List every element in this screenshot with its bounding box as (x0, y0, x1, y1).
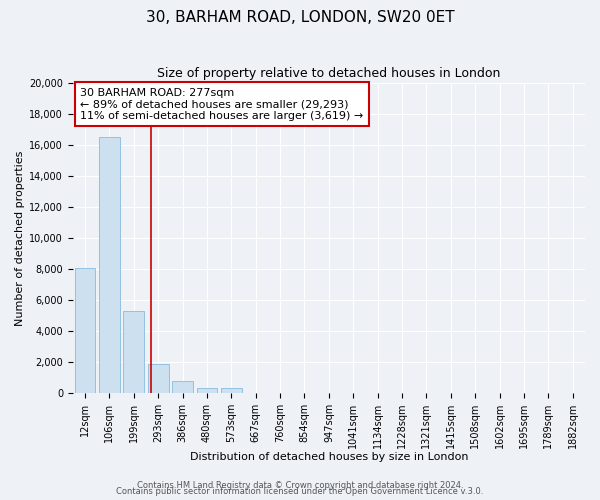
Bar (172, 381, 193, 393)
Text: Contains public sector information licensed under the Open Government Licence v.: Contains public sector information licen… (116, 488, 484, 496)
Bar (148, 364, 169, 393)
Bar (99, 138, 120, 393)
Y-axis label: Number of detached properties: Number of detached properties (15, 150, 25, 326)
Text: 30, BARHAM ROAD, LONDON, SW20 0ET: 30, BARHAM ROAD, LONDON, SW20 0ET (146, 10, 454, 25)
X-axis label: Distribution of detached houses by size in London: Distribution of detached houses by size … (190, 452, 468, 462)
Text: Contains HM Land Registry data © Crown copyright and database right 2024.: Contains HM Land Registry data © Crown c… (137, 481, 463, 490)
Bar (221, 388, 242, 393)
Bar (197, 388, 217, 393)
Title: Size of property relative to detached houses in London: Size of property relative to detached ho… (157, 68, 500, 80)
Bar (74, 268, 95, 393)
Text: 30 BARHAM ROAD: 277sqm
← 89% of detached houses are smaller (29,293)
11% of semi: 30 BARHAM ROAD: 277sqm ← 89% of detached… (80, 88, 364, 121)
Bar (124, 311, 144, 393)
